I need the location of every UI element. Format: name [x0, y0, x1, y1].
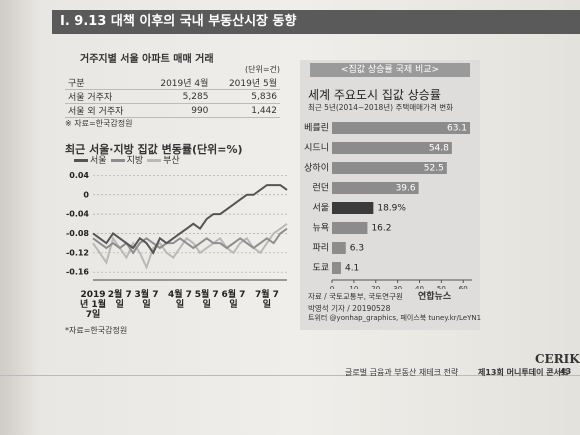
x-tick-label: 40	[415, 285, 424, 289]
value-label: 54.8	[429, 144, 449, 154]
bar	[332, 202, 374, 214]
bar	[332, 242, 346, 254]
y-tick-label: -0.12	[66, 248, 89, 257]
category-label: 파리	[312, 243, 329, 254]
value-label: 16.2	[371, 224, 391, 234]
chart-subtitle: 최근 5년(2014~2018년) 주택매매가격 변화	[308, 103, 454, 112]
x-tick-label: 20	[371, 285, 380, 289]
footer-left: 글로벌 금융과 부동산 재테크 전략	[345, 368, 459, 377]
line-chart: 0.04 0 -0.04 -0.08 -0.12 -0.16	[66, 171, 288, 281]
cell: 서울 거주자	[65, 89, 143, 104]
bar	[332, 222, 368, 234]
value-label: 18.9%	[377, 204, 406, 214]
chart-title: 세계 주요도시 집값 상승률	[308, 88, 441, 102]
bar-chart: 베를린 63.1 시드니 54.8 상하이 52.5 런던 39.6 서울 18.9% 뉴욕 16.2…	[304, 122, 472, 289]
y-tick-label: -0.16	[66, 268, 89, 277]
panel-heading: <집값 상승률 국제 비교>	[310, 63, 470, 77]
legend-label: 지방	[126, 156, 144, 166]
x-tick-label: 4월 7일	[167, 290, 192, 310]
x-tick-label: 60	[459, 285, 468, 289]
bar	[332, 262, 341, 274]
note: 박영석 기자 / 20190528	[308, 304, 391, 313]
cell: 5,285	[142, 89, 212, 104]
cell: 5,836	[211, 89, 280, 104]
value-label: 6.3	[350, 244, 364, 254]
line-series	[92, 227, 288, 255]
page-number: 43	[560, 367, 572, 376]
x-tick-label: 0	[330, 285, 334, 289]
x-tick-label: 3월 7일	[134, 290, 159, 310]
x-tick-label: 10	[349, 285, 358, 289]
category-label: 서울	[312, 203, 329, 214]
chart-title: 최근 서울·지방 집값 변동률(단위=%)	[65, 143, 243, 156]
category-label: 베를린	[304, 123, 329, 134]
value-label: 63.1	[447, 124, 467, 134]
y-tick-label: -0.04	[66, 210, 89, 219]
y-tick-label: 0.04	[69, 171, 89, 180]
category-label: 시드니	[304, 143, 329, 154]
legend-label: 서울	[90, 156, 107, 166]
line-series	[92, 184, 288, 255]
x-tick-label: 50	[437, 285, 446, 289]
x-tick-label: 2월 7일	[107, 290, 132, 310]
y-tick-label: 0	[83, 190, 89, 199]
cell: 990	[142, 103, 212, 118]
header-cell: 구분	[65, 76, 143, 90]
category-label: 상하이	[304, 163, 329, 174]
bar	[332, 142, 452, 154]
note: 자료 / 국토교통부, 국토연구원	[308, 292, 403, 301]
category-label: 도쿄	[312, 264, 329, 274]
value-label: 4.1	[345, 264, 359, 274]
table-unit: (단위=건)	[245, 65, 281, 74]
header-cell: 2019년 5월	[211, 76, 280, 90]
bar	[332, 162, 447, 174]
category-label: 런던	[312, 183, 329, 194]
cell: 1,442	[211, 103, 280, 118]
x-tick-label: 30	[393, 285, 402, 289]
section-header: Ⅰ. 9.13 대책 이후의 국내 부동산시장 동향	[52, 10, 580, 34]
chart-source: *자료=한국감정원	[65, 326, 128, 335]
panel	[300, 60, 480, 330]
cell: 서울 외 거주자	[65, 103, 143, 118]
x-tick-label: 5월 7일	[194, 290, 219, 310]
category-label: 뉴욕	[312, 223, 329, 234]
table-title: 거주지별 서울 아파트 매매 거래	[80, 54, 214, 65]
table-row: 서울 거주자 5,285 5,836	[65, 89, 280, 104]
value-label: 52.5	[424, 164, 444, 174]
legend-swatch	[110, 159, 125, 162]
logo: CERIK	[535, 352, 580, 366]
legend: 서울 지방 부산	[70, 153, 180, 166]
x-tick-label: 2019년 1월 7일	[80, 290, 106, 320]
x-tick-label: 7월 7일	[254, 290, 279, 310]
note: 트위터 @yonhap_graphics, 페이스북 tuney.kr/LeYN…	[308, 314, 482, 322]
value-label: 39.6	[396, 184, 416, 194]
line-series	[92, 222, 288, 271]
x-axis-labels: 2019년 1월 7일 2월 7일 3월 7일 4월 7일 5월 7일 6월 7일 7월 7…	[55, 290, 295, 320]
bar	[332, 122, 471, 134]
table: 구분 2019년 4월 2019년 5월 서울 거주자 5,285 5,836 서울 외 거…	[65, 76, 280, 118]
y-tick-label: -0.08	[66, 229, 89, 238]
table-source: ※ 자료=한국감정원	[65, 119, 133, 128]
legend-swatch	[147, 159, 162, 162]
legend-swatch	[74, 159, 88, 162]
x-tick-label: 6월 7일	[221, 290, 246, 310]
legend-label: 부산	[163, 156, 180, 166]
footer-middle: 제13회 머니투데이 콘서트	[478, 368, 569, 377]
bar	[332, 182, 419, 194]
table-row: 서울 외 거주자 990 1,442	[65, 103, 280, 118]
divider	[0, 375, 580, 376]
brand: 연합뉴스	[418, 292, 452, 302]
header-cell: 2019년 4월	[142, 76, 212, 90]
table-header: 구분 2019년 4월 2019년 5월	[65, 76, 280, 90]
